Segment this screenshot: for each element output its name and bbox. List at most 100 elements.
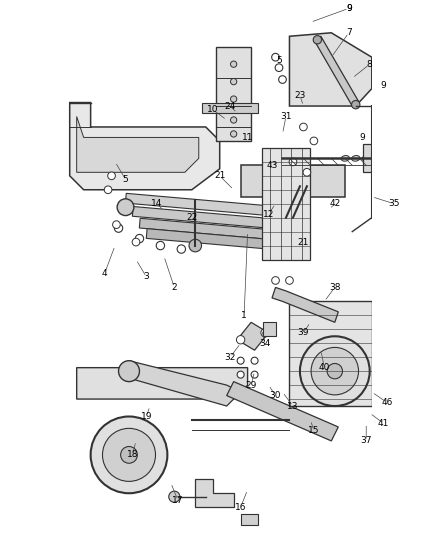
Text: 7: 7 — [346, 28, 352, 37]
Circle shape — [230, 117, 237, 123]
Circle shape — [283, 211, 297, 224]
Text: 3: 3 — [144, 272, 149, 281]
Circle shape — [279, 76, 286, 83]
Circle shape — [114, 224, 123, 232]
Text: 9: 9 — [360, 133, 366, 142]
Text: 4: 4 — [102, 269, 107, 278]
Circle shape — [251, 357, 258, 364]
Text: 22: 22 — [186, 213, 198, 222]
Polygon shape — [125, 193, 300, 219]
Text: 41: 41 — [378, 419, 389, 428]
Text: 37: 37 — [360, 437, 372, 446]
Polygon shape — [240, 165, 345, 197]
Polygon shape — [240, 514, 258, 524]
Circle shape — [272, 53, 279, 61]
Polygon shape — [290, 33, 372, 106]
Ellipse shape — [362, 156, 371, 161]
Text: 24: 24 — [225, 102, 236, 110]
Text: 8: 8 — [367, 60, 373, 69]
Text: 21: 21 — [298, 238, 309, 247]
Text: 21: 21 — [214, 171, 226, 180]
Circle shape — [261, 328, 269, 337]
Text: 15: 15 — [308, 426, 320, 435]
Text: 46: 46 — [381, 398, 393, 407]
Text: 34: 34 — [259, 339, 271, 348]
Ellipse shape — [341, 156, 350, 161]
Text: 9: 9 — [346, 4, 352, 13]
Circle shape — [300, 123, 307, 131]
Ellipse shape — [352, 156, 360, 161]
Text: 29: 29 — [245, 381, 257, 390]
Polygon shape — [139, 219, 286, 241]
Circle shape — [240, 336, 248, 344]
Text: 10: 10 — [207, 105, 219, 114]
Polygon shape — [227, 382, 338, 441]
Polygon shape — [129, 361, 240, 406]
Polygon shape — [290, 301, 372, 406]
Circle shape — [327, 364, 343, 379]
Circle shape — [102, 429, 155, 481]
Circle shape — [313, 36, 321, 44]
Circle shape — [132, 238, 140, 246]
Text: 31: 31 — [280, 112, 292, 121]
Circle shape — [91, 416, 167, 493]
Polygon shape — [77, 117, 199, 172]
Circle shape — [275, 64, 283, 71]
Text: 5: 5 — [276, 56, 282, 65]
Text: 12: 12 — [263, 209, 274, 219]
Circle shape — [254, 329, 262, 337]
Polygon shape — [202, 102, 258, 113]
Text: 35: 35 — [389, 199, 400, 208]
Text: 19: 19 — [141, 412, 152, 421]
Polygon shape — [77, 368, 247, 399]
Polygon shape — [261, 148, 311, 260]
Circle shape — [169, 491, 180, 502]
Circle shape — [251, 371, 258, 378]
Circle shape — [303, 168, 311, 176]
Text: 5: 5 — [123, 175, 128, 184]
Circle shape — [104, 186, 112, 193]
Circle shape — [108, 172, 115, 180]
Text: 43: 43 — [266, 161, 278, 170]
Polygon shape — [314, 36, 359, 106]
Text: 32: 32 — [225, 353, 236, 362]
Text: 40: 40 — [319, 363, 330, 372]
Circle shape — [237, 371, 244, 378]
Polygon shape — [237, 322, 268, 350]
Circle shape — [120, 447, 138, 463]
Text: 23: 23 — [294, 91, 306, 100]
Circle shape — [230, 96, 237, 102]
Text: 13: 13 — [287, 401, 299, 410]
Text: 1: 1 — [241, 311, 247, 320]
Polygon shape — [195, 479, 233, 507]
Text: 39: 39 — [298, 328, 309, 337]
Text: 18: 18 — [127, 450, 138, 459]
Circle shape — [230, 131, 237, 137]
Circle shape — [119, 361, 139, 382]
Circle shape — [311, 348, 359, 395]
Circle shape — [293, 179, 307, 193]
Text: 42: 42 — [329, 199, 340, 208]
Polygon shape — [70, 102, 220, 190]
Circle shape — [300, 336, 370, 406]
Circle shape — [189, 239, 201, 252]
Text: 2: 2 — [172, 283, 177, 292]
Text: 11: 11 — [242, 133, 253, 142]
Circle shape — [352, 100, 360, 109]
Text: 9: 9 — [346, 4, 352, 13]
Text: 9: 9 — [381, 80, 386, 90]
Polygon shape — [146, 229, 279, 250]
Circle shape — [237, 357, 244, 364]
Polygon shape — [272, 287, 338, 322]
Circle shape — [289, 158, 297, 166]
Circle shape — [113, 221, 120, 229]
Circle shape — [286, 277, 293, 284]
Circle shape — [237, 336, 245, 344]
Circle shape — [177, 245, 186, 253]
Text: 17: 17 — [172, 496, 184, 505]
Text: 38: 38 — [329, 283, 341, 292]
Text: 16: 16 — [235, 503, 247, 512]
Circle shape — [135, 235, 144, 243]
Circle shape — [310, 137, 318, 145]
Polygon shape — [263, 322, 276, 336]
